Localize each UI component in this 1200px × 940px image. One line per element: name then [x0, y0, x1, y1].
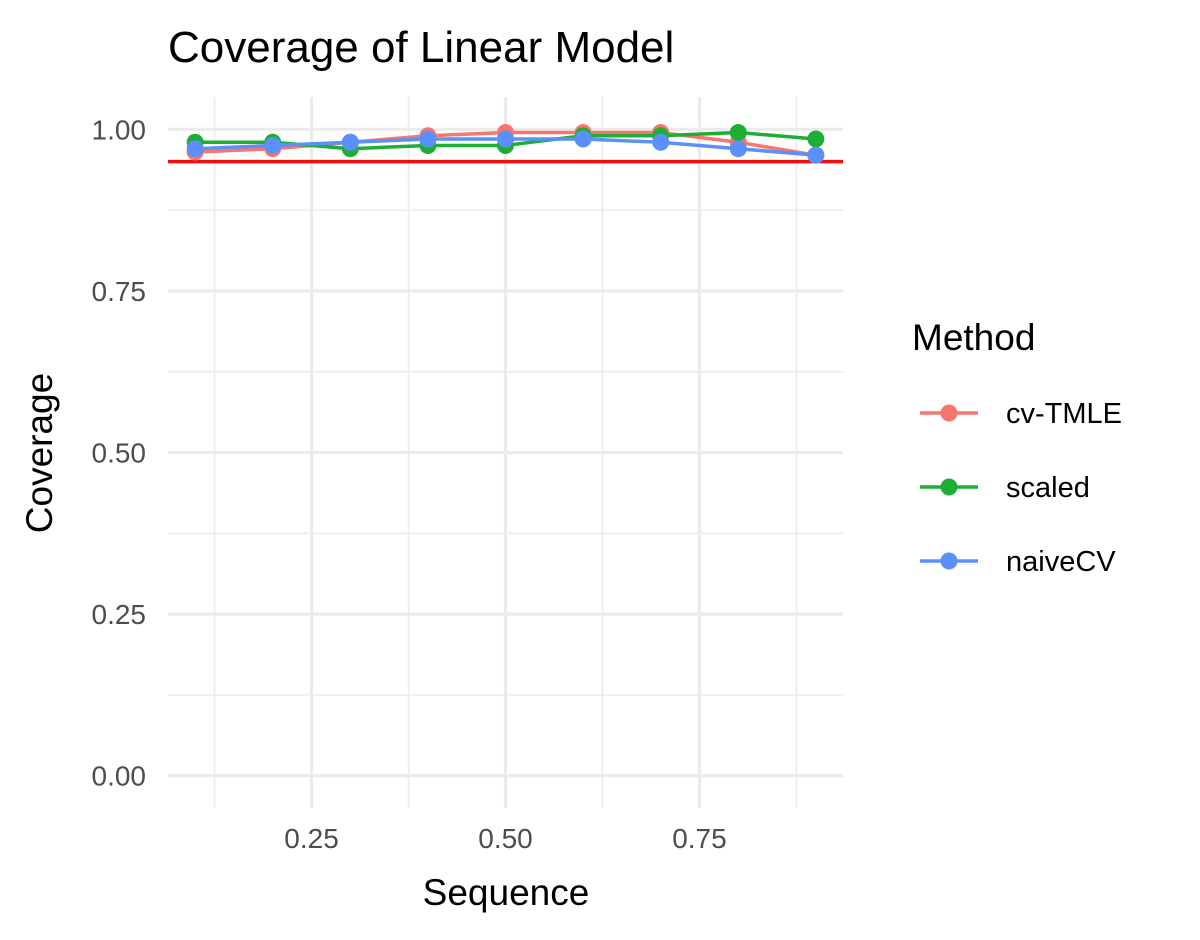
y-tick-label: 0.00	[92, 761, 147, 792]
data-point	[419, 130, 437, 148]
legend: Method cv-TMLE scaled naiveCV	[912, 317, 1122, 578]
legend-key-point	[940, 478, 958, 496]
series-group	[186, 124, 825, 164]
tick-labels: 0.00 0.25 0.50 0.75 1.00 0.25 0.50 0.75	[92, 114, 727, 854]
data-point	[341, 133, 359, 151]
legend-item-scaled: scaled	[920, 472, 1090, 504]
legend-label: naiveCV	[1006, 546, 1116, 578]
data-point	[574, 130, 592, 148]
legend-label: cv-TMLE	[1006, 398, 1122, 430]
data-point	[264, 136, 282, 154]
y-tick-label: 0.75	[92, 276, 147, 307]
legend-label: scaled	[1006, 472, 1090, 504]
y-tick-label: 1.00	[92, 114, 147, 145]
x-tick-label: 0.50	[478, 823, 533, 854]
legend-item-naiveCV: naiveCV	[920, 546, 1116, 578]
y-tick-label: 0.25	[92, 599, 147, 630]
chart-title: Coverage of Linear Model	[168, 23, 674, 72]
data-point	[729, 124, 747, 142]
legend-key-point	[940, 404, 958, 422]
data-point	[729, 140, 747, 158]
data-point	[186, 140, 204, 158]
x-tick-label: 0.25	[284, 823, 339, 854]
data-point	[497, 130, 514, 148]
y-axis-title: Coverage	[19, 373, 60, 533]
data-point	[807, 130, 825, 148]
legend-key-point	[940, 552, 958, 570]
x-tick-label: 0.75	[672, 823, 727, 854]
x-axis-title: Sequence	[423, 872, 590, 913]
legend-title: Method	[912, 317, 1035, 358]
y-tick-label: 0.50	[92, 438, 147, 469]
legend-item-cv-TMLE: cv-TMLE	[920, 398, 1122, 430]
data-point	[807, 146, 825, 164]
data-point	[652, 133, 670, 151]
series-naiveCV	[186, 130, 825, 164]
grid	[168, 97, 843, 808]
